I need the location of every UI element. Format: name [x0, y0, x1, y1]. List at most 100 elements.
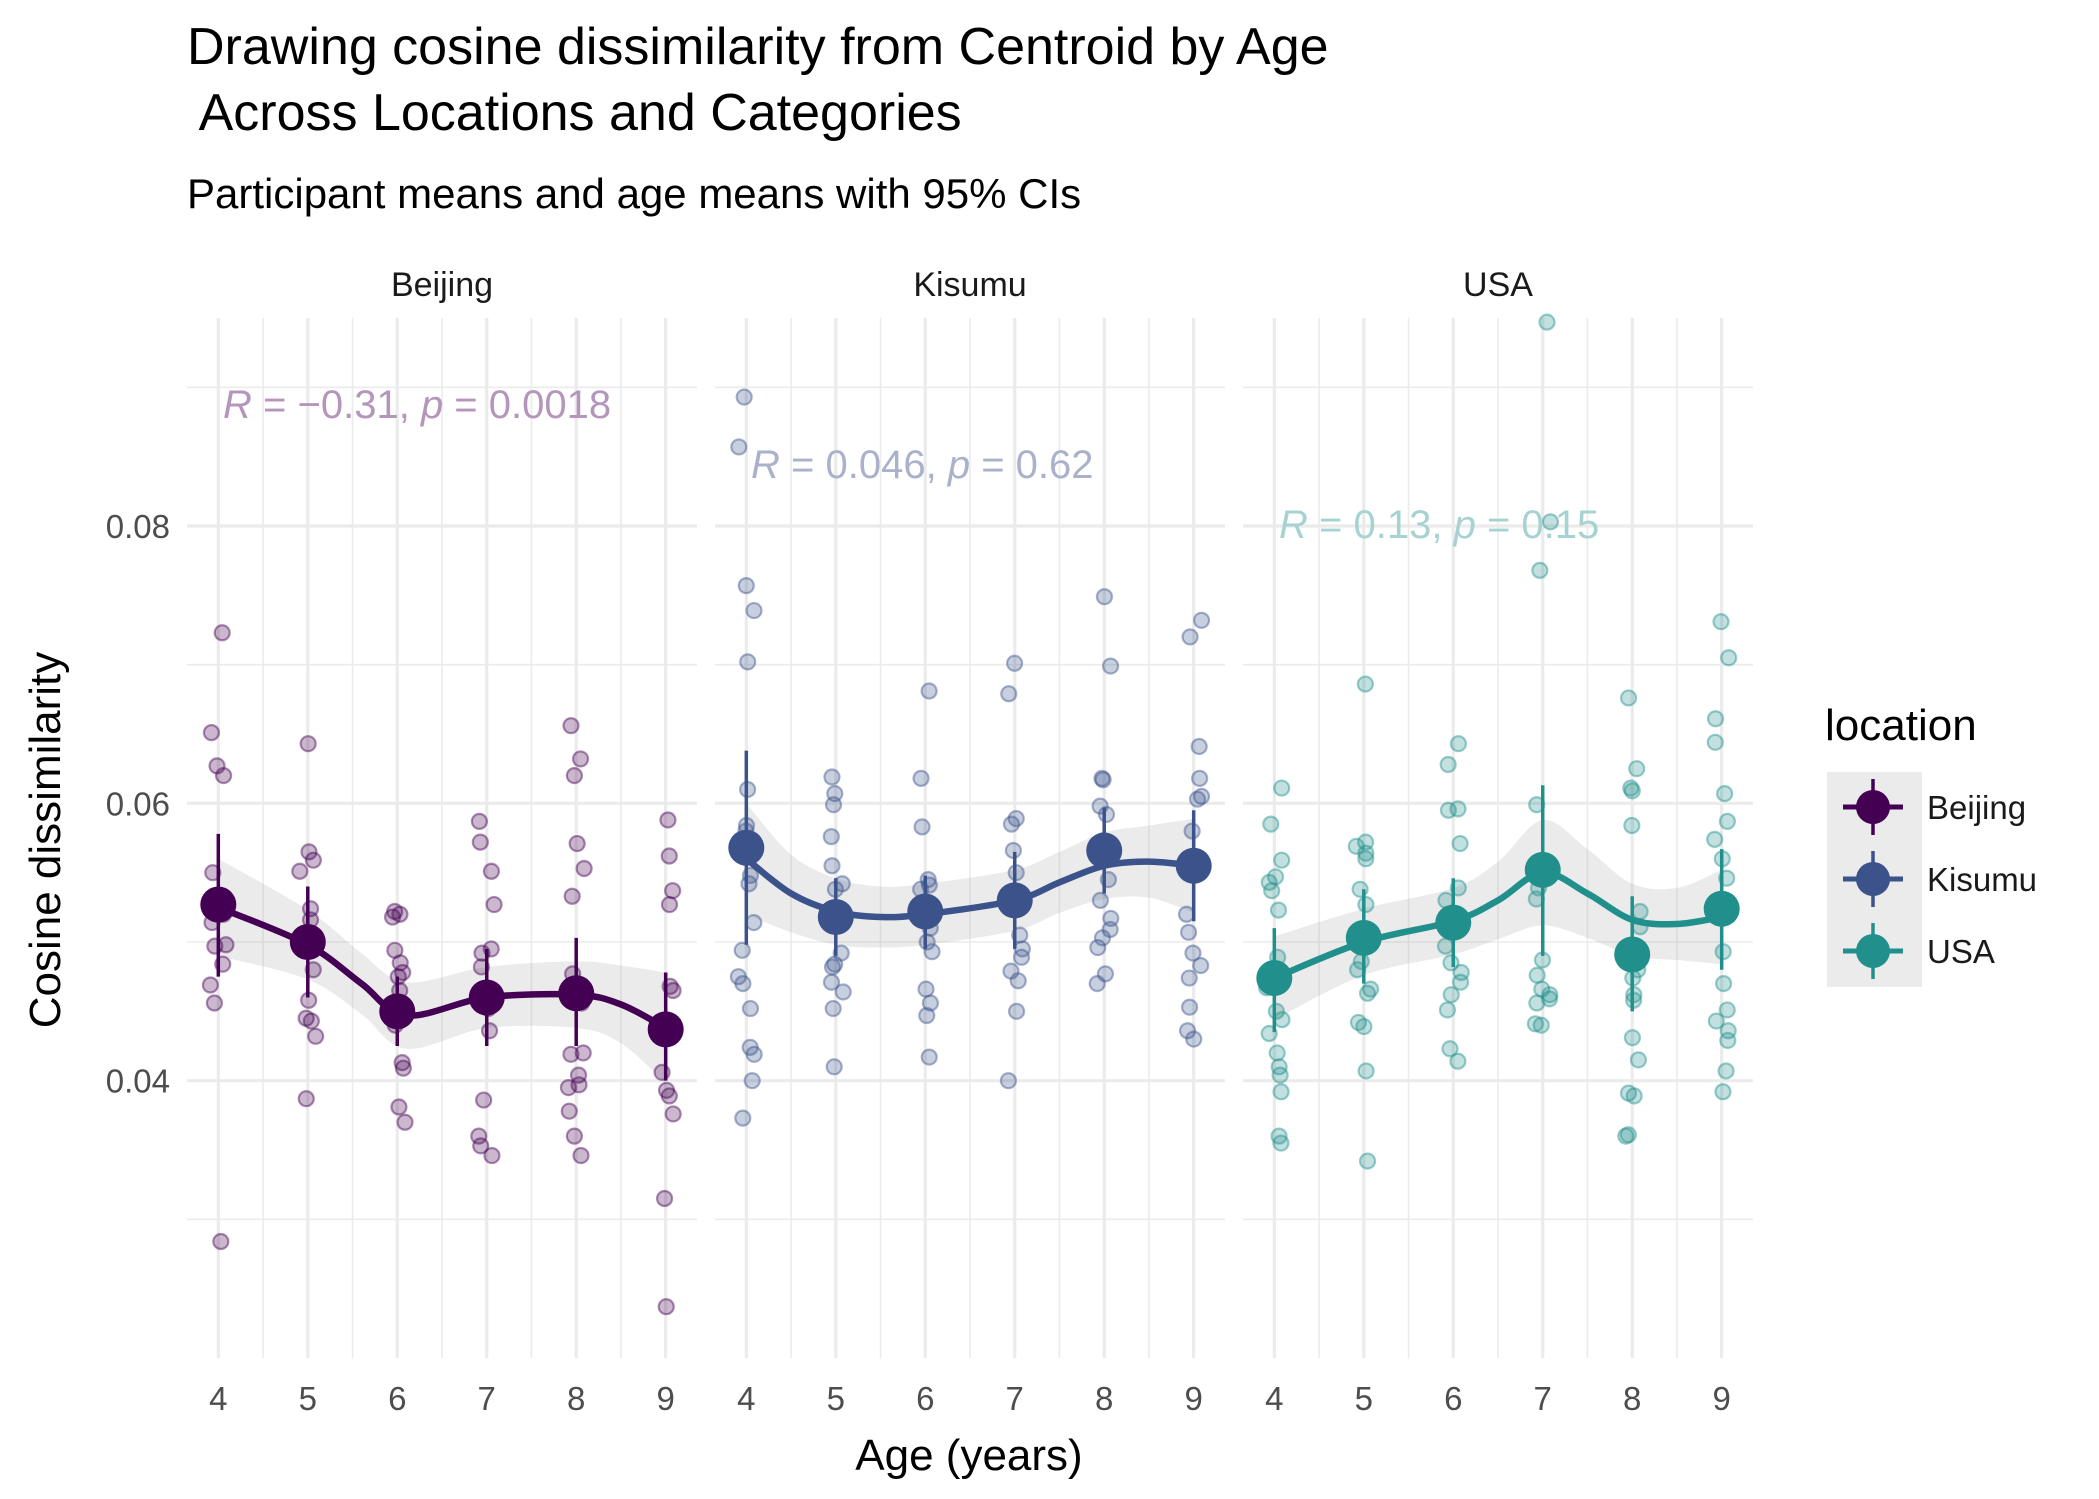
- participant-point: [562, 717, 580, 735]
- age-mean-point: [996, 882, 1033, 919]
- age-mean-point: [558, 975, 595, 1012]
- participant-point: [383, 908, 402, 926]
- participant-point: [1185, 1030, 1203, 1048]
- participant-point: [300, 843, 318, 861]
- participant-point: [923, 943, 941, 961]
- participant-point: [1101, 657, 1120, 675]
- facet-strip-label: Kisumu: [913, 266, 1026, 304]
- participant-point: [396, 1113, 414, 1131]
- participant-point: [1617, 1127, 1635, 1145]
- facet-panels: 0.04 0.06 0.08 Beijing 4 5 6 7 8 9 R = −0.31, p = …: [106, 266, 1753, 1417]
- participant-point: [912, 769, 930, 787]
- participant-point: [823, 857, 841, 875]
- participant-point: [660, 1087, 678, 1105]
- legend-key-point: [1856, 790, 1890, 824]
- participant-point: [917, 980, 935, 998]
- participant-point: [729, 968, 747, 986]
- participant-point: [918, 1006, 936, 1025]
- participant-point: [1355, 1017, 1373, 1036]
- participant-point: [1005, 654, 1024, 672]
- participant-point: [386, 902, 404, 921]
- participant-point: [482, 862, 500, 880]
- participant-point: [1715, 974, 1733, 993]
- participant-point: [1441, 1040, 1459, 1058]
- x-tick-label: 6: [388, 1380, 406, 1417]
- participant-point: [1538, 313, 1556, 331]
- x-tick-label: 4: [737, 1380, 755, 1417]
- participant-point: [391, 954, 409, 972]
- participant-point: [1091, 891, 1109, 910]
- participant-point: [1349, 1013, 1368, 1032]
- participant-point: [1009, 972, 1027, 990]
- participant-point: [741, 999, 760, 1018]
- participant-point: [735, 388, 753, 406]
- participant-point: [1449, 800, 1467, 818]
- participant-point: [1717, 1062, 1735, 1080]
- participant-point: [999, 1072, 1018, 1090]
- correlation-symbol: =: [780, 443, 826, 487]
- y-tick-label: 0.04: [106, 1063, 170, 1100]
- correlation-value: 0.046: [825, 443, 925, 487]
- participant-point: [1101, 920, 1119, 939]
- correlation-symbol: p: [420, 383, 443, 427]
- participant-point: [1266, 868, 1285, 886]
- facet-panel-kisumu: Kisumu 4 5 6 7 8 9 R = 0.046, p = 0.62: [715, 266, 1225, 1417]
- participant-point: [823, 958, 842, 976]
- participant-point: [1272, 1083, 1290, 1101]
- participant-point: [1622, 779, 1640, 797]
- chart-subtitle: Participant means and age means with 95%…: [187, 170, 1081, 217]
- participant-point: [730, 438, 748, 456]
- age-mean-point: [1703, 890, 1740, 927]
- participant-point: [575, 859, 593, 878]
- participant-point: [1451, 834, 1469, 853]
- participant-point: [1716, 785, 1734, 803]
- age-mean-point: [647, 1011, 684, 1048]
- participant-point: [1533, 980, 1551, 998]
- participant-point: [734, 1109, 752, 1127]
- participant-point: [921, 994, 939, 1012]
- participant-point: [394, 1059, 412, 1077]
- participant-point: [212, 1232, 230, 1251]
- age-mean-point: [200, 886, 237, 923]
- participant-point: [1358, 984, 1377, 1002]
- participant-point: [297, 1009, 315, 1027]
- participant-point: [1007, 809, 1025, 828]
- participant-point: [660, 895, 679, 914]
- participant-point: [1719, 1022, 1737, 1040]
- x-tick-label: 7: [1534, 1380, 1552, 1417]
- participant-point: [1439, 755, 1457, 774]
- participant-point: [565, 766, 583, 785]
- participant-point: [734, 974, 752, 993]
- participant-point: [206, 937, 224, 955]
- correlation-symbol: ,: [926, 443, 948, 487]
- participant-point: [565, 1127, 583, 1145]
- participant-point: [655, 1189, 674, 1208]
- participant-point: [307, 1027, 325, 1045]
- participant-point: [1097, 805, 1116, 824]
- participant-point: [657, 1081, 676, 1099]
- correlation-symbol: p: [947, 443, 970, 487]
- participant-point: [386, 941, 404, 959]
- x-tick-label: 5: [827, 1380, 845, 1417]
- age-mean-point: [1086, 832, 1123, 869]
- participant-point: [1270, 1127, 1288, 1145]
- participant-point: [1452, 963, 1470, 982]
- participant-point: [918, 933, 936, 951]
- smooth-confidence-band: [1274, 819, 1722, 1020]
- participant-point: [745, 601, 763, 620]
- y-axis-title: Cosine dissimilarity: [21, 652, 70, 1029]
- participant-point: [1631, 902, 1649, 921]
- age-mean-point: [1256, 960, 1293, 997]
- age-mean-point: [728, 829, 765, 866]
- chart-title-line-2: Across Locations and Categories: [187, 84, 962, 142]
- participant-point: [834, 983, 852, 1001]
- participant-point: [394, 963, 412, 982]
- participant-point: [1357, 844, 1375, 862]
- chart-title-line-1: Drawing cosine dissimilarity from Centro…: [187, 18, 1329, 76]
- participant-point: [393, 1054, 411, 1072]
- participant-point: [739, 653, 757, 671]
- participant-point: [1619, 1126, 1637, 1144]
- participant-point: [1442, 986, 1460, 1004]
- x-tick-label: 9: [1185, 1380, 1203, 1417]
